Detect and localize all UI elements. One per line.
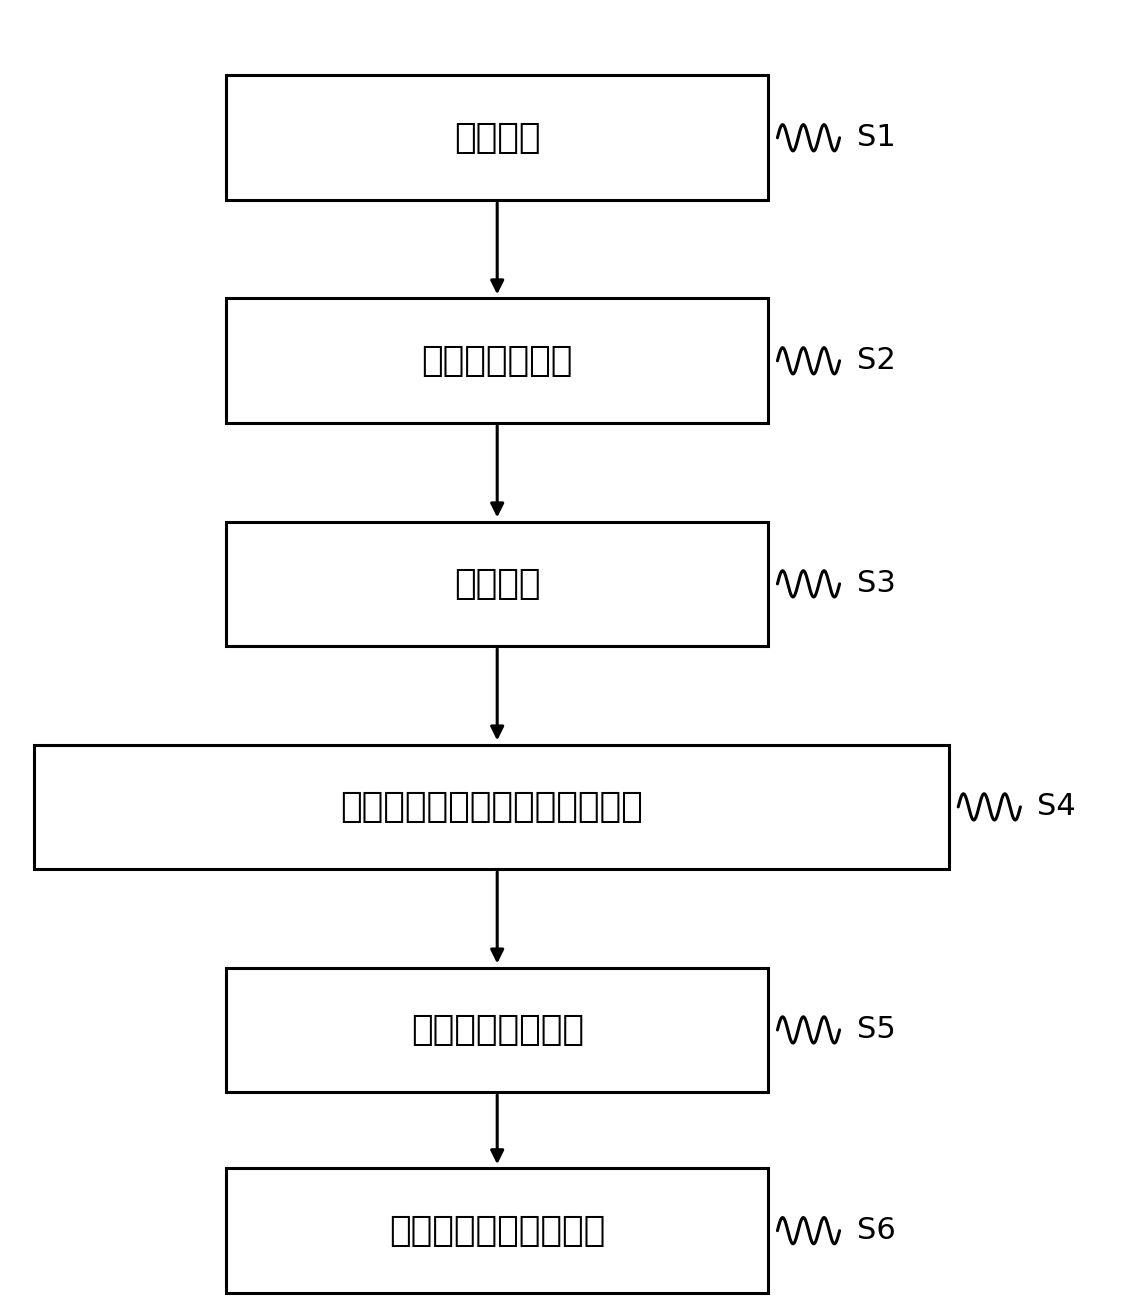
Bar <box>226 968 768 1092</box>
Text: 定子通电加热固化: 定子通电加热固化 <box>410 1013 584 1047</box>
Text: 定子通电预加热: 定子通电预加热 <box>421 344 573 378</box>
Text: 定子装载: 定子装载 <box>454 121 540 155</box>
Text: 漆槽上升，定子浸渍，漆槽下降: 漆槽上升，定子浸渍，漆槽下降 <box>340 790 643 824</box>
Text: S4: S4 <box>1037 792 1076 821</box>
Text: 定位卸载，并送出冷却: 定位卸载，并送出冷却 <box>389 1214 606 1248</box>
Bar <box>226 75 768 199</box>
Bar <box>226 1168 768 1294</box>
Bar <box>226 521 768 646</box>
Text: S3: S3 <box>857 569 895 598</box>
Text: S5: S5 <box>857 1015 895 1044</box>
Bar <box>226 299 768 422</box>
Text: S6: S6 <box>857 1216 895 1245</box>
Text: S2: S2 <box>857 346 895 375</box>
Text: S1: S1 <box>857 123 895 152</box>
Text: 定子冷却: 定子冷却 <box>454 567 540 601</box>
Bar <box>34 745 949 869</box>
